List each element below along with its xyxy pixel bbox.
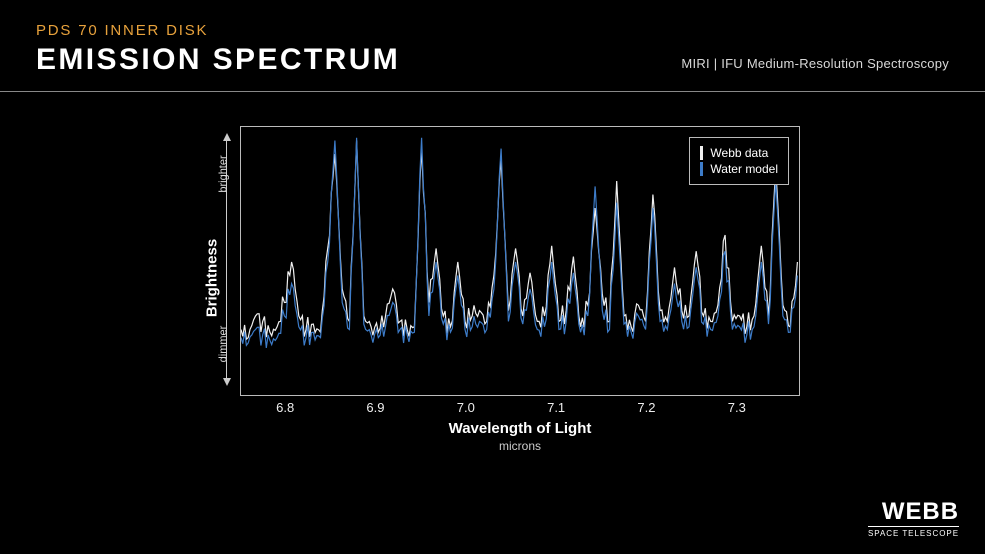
logo-main: WEBB (868, 501, 959, 524)
header: PDS 70 INNER DISK EMISSION SPECTRUM MIRI… (0, 0, 985, 92)
instrument-label: MIRI | IFU Medium-Resolution Spectroscop… (681, 56, 949, 77)
xtick: 7.3 (728, 400, 746, 415)
xtick: 6.8 (276, 400, 294, 415)
page-title: EMISSION SPECTRUM (36, 43, 400, 77)
yaxis-label: Brightness (204, 239, 221, 317)
xaxis-ticks: 6.8 6.9 7.0 7.1 7.2 7.3 (240, 400, 800, 418)
webb-logo: WEBB SPACE TELESCOPE (868, 501, 959, 538)
legend-label-webb: Webb data (710, 146, 768, 160)
logo-sub: SPACE TELESCOPE (868, 526, 959, 538)
xtick: 6.9 (366, 400, 384, 415)
xtick: 7.0 (457, 400, 475, 415)
legend-swatch-webb (700, 146, 703, 160)
xtick: 7.2 (637, 400, 655, 415)
legend-item-model: Water model (700, 162, 778, 176)
yaxis-arrow-up-icon (223, 133, 231, 141)
title-block: PDS 70 INNER DISK EMISSION SPECTRUM (36, 22, 400, 77)
yaxis-sub-dimmer: dimmer (217, 326, 229, 363)
spectrum-chart: Brightness brighter dimmer Webb data Wat… (175, 118, 810, 438)
legend: Webb data Water model (689, 137, 789, 185)
yaxis-arrow-down-icon (223, 378, 231, 386)
plot-box: Webb data Water model (240, 126, 800, 396)
page-root: PDS 70 INNER DISK EMISSION SPECTRUM MIRI… (0, 0, 985, 554)
subtitle: PDS 70 INNER DISK (36, 22, 400, 39)
legend-item-webb: Webb data (700, 146, 778, 160)
xtick: 7.1 (547, 400, 565, 415)
yaxis-sub-brighter: brighter (218, 155, 230, 192)
xaxis-unit: microns (240, 439, 800, 453)
legend-label-model: Water model (710, 162, 778, 176)
legend-swatch-model (700, 162, 703, 176)
xaxis-label: Wavelength of Light (240, 420, 800, 437)
